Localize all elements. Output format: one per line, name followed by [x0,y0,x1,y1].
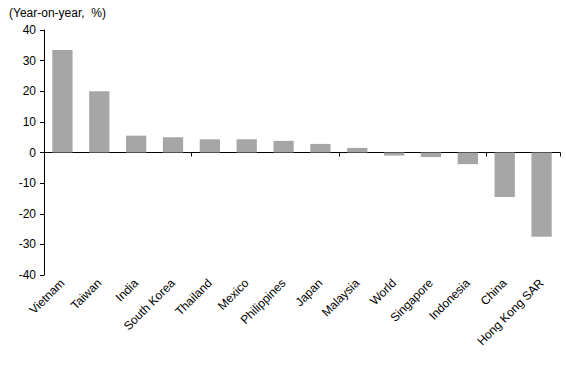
svg-text:Mexico: Mexico [214,276,252,313]
svg-text:-30: -30 [19,237,37,251]
svg-text:Japan: Japan [292,276,325,309]
svg-text:-40: -40 [19,268,37,282]
svg-text:-10: -10 [19,176,37,190]
svg-text:China: China [478,276,510,308]
svg-text:40: 40 [23,23,37,37]
svg-text:-20: -20 [19,207,37,221]
svg-text:(Year-on-year, %): (Year-on-year, %) [9,6,106,20]
svg-text:Taiwan: Taiwan [68,276,104,312]
svg-text:30: 30 [23,54,37,68]
svg-text:10: 10 [23,115,37,129]
svg-text:Singapore: Singapore [387,276,436,325]
svg-text:Philippines: Philippines [238,276,289,327]
svg-text:Malaysia: Malaysia [319,276,363,320]
svg-text:0: 0 [29,146,36,160]
svg-text:South Korea: South Korea [121,276,178,333]
svg-text:India: India [113,276,142,305]
svg-text:World: World [367,276,399,308]
svg-text:Indonesia: Indonesia [426,276,473,323]
svg-text:Thailand: Thailand [172,276,214,318]
svg-text:Vietnam: Vietnam [27,276,68,317]
svg-text:20: 20 [23,84,37,98]
svg-text:Hong Kong SAR: Hong Kong SAR [474,276,546,348]
